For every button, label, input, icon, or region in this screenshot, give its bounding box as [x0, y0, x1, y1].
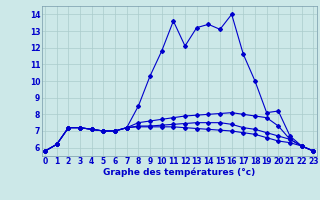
X-axis label: Graphe des températures (°c): Graphe des températures (°c) [103, 168, 255, 177]
